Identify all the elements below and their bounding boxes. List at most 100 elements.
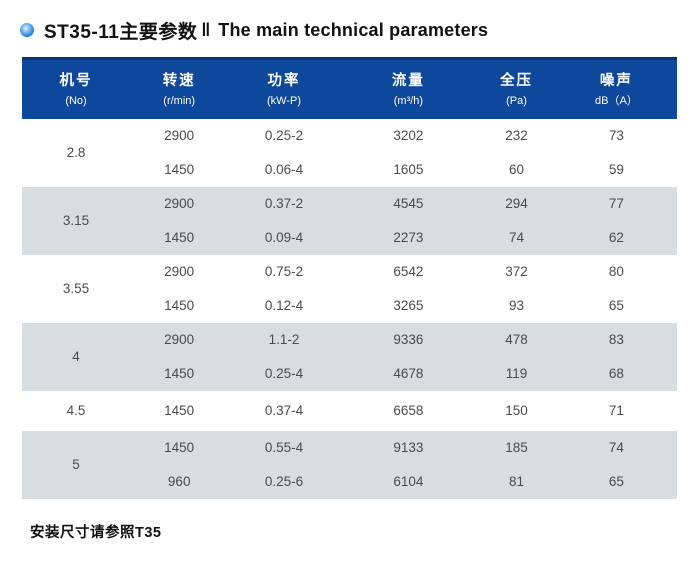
title-separator: ‖	[201, 19, 211, 40]
noise-cell: 74	[555, 430, 677, 465]
col-header-power: 功率 (kW-P)	[228, 57, 340, 119]
table-row: 4 2900 1.1-2 9336 478 83	[22, 322, 677, 391]
table-row: 3.55 2900 0.75-2 6542 372 80	[22, 254, 677, 323]
noise-cell: 65	[555, 464, 677, 499]
speed-cell: 1450	[130, 152, 229, 187]
col-header-unit: (r/min)	[163, 95, 196, 107]
flow-cell: 9133	[339, 430, 478, 465]
flow-cell: 1605	[339, 152, 478, 187]
footer-note: 安装尺寸请参照T35	[30, 524, 162, 541]
speed-cell: 2900	[130, 254, 229, 289]
speed-cell: 2900	[130, 186, 229, 221]
power-cell: 0.37-4	[228, 390, 340, 431]
col-header-unit: dB（A）	[595, 95, 638, 107]
flow-cell: 3265	[339, 288, 478, 323]
noise-cell: 62	[555, 220, 677, 255]
power-cell: 0.25-4	[228, 356, 340, 391]
pressure-cell: 150	[477, 390, 556, 431]
col-header-unit: (kW-P)	[266, 95, 301, 107]
table-row: 1450 0.12-4 3265 93 65	[22, 288, 677, 323]
col-header-pressure: 全压 (Pa)	[477, 57, 556, 119]
power-cell: 0.37-2	[228, 186, 340, 221]
flow-cell: 6104	[339, 464, 478, 499]
flow-cell: 4678	[339, 356, 478, 391]
model-no-cell: 2.8	[22, 118, 131, 187]
model-no-cell: 3.15	[22, 186, 131, 255]
table-row: 3.15 2900 0.37-2 4545 294 77	[22, 186, 677, 255]
col-header-label: 机号	[59, 72, 93, 89]
model-no-cell: 4.5	[22, 390, 131, 431]
col-header-label: 功率	[267, 72, 301, 89]
power-cell: 0.55-4	[228, 430, 340, 465]
flow-cell: 6542	[339, 254, 478, 289]
bullet-icon	[20, 23, 34, 37]
speed-cell: 1450	[130, 390, 229, 431]
pressure-cell: 60	[477, 152, 556, 187]
pressure-cell: 74	[477, 220, 556, 255]
col-header-unit: (No)	[65, 95, 87, 107]
page-title: ST35-11主要参数 ‖ The main technical paramet…	[0, 0, 700, 44]
pressure-cell: 81	[477, 464, 556, 499]
flow-cell: 9336	[339, 322, 478, 357]
col-header-label: 转速	[162, 72, 196, 89]
table-row: 2.8 2900 0.25-2 3202 232 73	[22, 118, 677, 187]
noise-cell: 59	[555, 152, 677, 187]
power-cell: 0.75-2	[228, 254, 340, 289]
noise-cell: 80	[555, 254, 677, 289]
table-header: 机号 (No) 转速 (r/min) 功率 (kW-P) 流量 (m³/h) 全…	[22, 57, 677, 119]
flow-cell: 3202	[339, 118, 478, 153]
pressure-cell: 478	[477, 322, 556, 357]
col-header-model-no: 机号 (No)	[22, 57, 131, 119]
power-cell: 0.12-4	[228, 288, 340, 323]
table-row: 1450 0.25-4 4678 119 68	[22, 356, 677, 391]
col-header-unit: (m³/h)	[393, 95, 424, 107]
pressure-cell: 185	[477, 430, 556, 465]
table-row: 4.5 1450 0.37-4 6658 150 71	[22, 390, 677, 431]
table-body: 2.8 2900 0.25-2 3202 232 73 1450 0.06-4 …	[22, 118, 677, 499]
power-cell: 0.06-4	[228, 152, 340, 187]
noise-cell: 65	[555, 288, 677, 323]
col-header-flow: 流量 (m³/h)	[339, 57, 478, 119]
col-header-label: 流量	[391, 72, 425, 89]
noise-cell: 73	[555, 118, 677, 153]
parameters-table: 机号 (No) 转速 (r/min) 功率 (kW-P) 流量 (m³/h) 全…	[22, 57, 677, 499]
speed-cell: 1450	[130, 356, 229, 391]
power-cell: 0.09-4	[228, 220, 340, 255]
noise-cell: 77	[555, 186, 677, 221]
col-header-label: 噪声	[599, 72, 633, 89]
speed-cell: 1450	[130, 430, 229, 465]
speed-cell: 960	[130, 464, 229, 499]
noise-cell: 71	[555, 390, 677, 431]
col-header-speed: 转速 (r/min)	[130, 57, 229, 119]
col-header-label: 全压	[500, 72, 533, 89]
power-cell: 1.1-2	[228, 322, 340, 357]
header-row: 机号 (No) 转速 (r/min) 功率 (kW-P) 流量 (m³/h) 全…	[22, 57, 677, 119]
speed-cell: 2900	[130, 118, 229, 153]
col-header-noise: 噪声 dB（A）	[555, 57, 677, 119]
table-row: 960 0.25-6 6104 81 65	[22, 464, 677, 499]
model-no-cell: 5	[22, 430, 131, 499]
model-no-cell: 3.55	[22, 254, 131, 323]
pressure-cell: 372	[477, 254, 556, 289]
pressure-cell: 294	[477, 186, 556, 221]
pressure-cell: 119	[477, 356, 556, 391]
pressure-cell: 232	[477, 118, 556, 153]
power-cell: 0.25-2	[228, 118, 340, 153]
flow-cell: 4545	[339, 186, 478, 221]
model-no-cell: 4	[22, 322, 131, 391]
noise-cell: 83	[555, 322, 677, 357]
noise-cell: 68	[555, 356, 677, 391]
flow-cell: 6658	[339, 390, 478, 431]
table-row: 1450 0.06-4 1605 60 59	[22, 152, 677, 187]
table-row: 5 1450 0.55-4 9133 185 74	[22, 430, 677, 499]
speed-cell: 1450	[130, 288, 229, 323]
table-row: 1450 0.09-4 2273 74 62	[22, 220, 677, 255]
pressure-cell: 93	[477, 288, 556, 323]
speed-cell: 2900	[130, 322, 229, 357]
title-chinese: ST35-11主要参数	[44, 21, 198, 43]
power-cell: 0.25-6	[228, 464, 340, 499]
col-header-unit: (Pa)	[506, 95, 527, 107]
flow-cell: 2273	[339, 220, 478, 255]
title-english: The main technical parameters	[218, 19, 489, 40]
